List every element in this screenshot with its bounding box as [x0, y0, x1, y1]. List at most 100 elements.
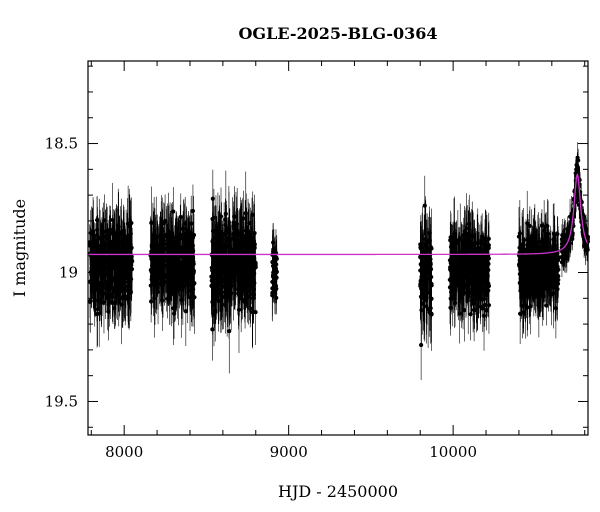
data-point [464, 226, 469, 231]
data-point [551, 291, 556, 296]
data-point [102, 251, 107, 256]
data-point [541, 265, 546, 271]
data-point [90, 267, 95, 272]
data-point [429, 312, 434, 317]
data-point [111, 256, 117, 261]
data-point [561, 249, 566, 254]
data-point [475, 259, 480, 264]
data-point [118, 239, 123, 245]
data-point [523, 303, 528, 308]
data-point [183, 309, 188, 314]
data-point [456, 275, 461, 280]
data-point [103, 291, 108, 296]
data-point [107, 271, 112, 276]
data-point [559, 241, 565, 247]
data-point [187, 268, 193, 273]
data-point [122, 262, 128, 267]
data-point [472, 307, 477, 313]
data-point [547, 275, 552, 281]
data-point [155, 250, 160, 255]
data-point [90, 229, 96, 234]
data-point [466, 254, 471, 259]
data-point [186, 261, 191, 267]
data-point [101, 300, 107, 305]
data-point [244, 228, 249, 233]
data-point [527, 241, 532, 246]
data-point [99, 261, 104, 266]
data-point [108, 227, 113, 232]
data-point [532, 277, 537, 282]
x-tick-label: 10000 [429, 443, 477, 461]
data-point [219, 291, 224, 297]
data-point [582, 244, 587, 249]
data-point [229, 270, 235, 275]
data-point [526, 266, 531, 272]
data-point [226, 261, 232, 267]
data-point [95, 307, 100, 312]
data-point [183, 238, 188, 244]
data-point [179, 297, 184, 303]
data-point [210, 327, 215, 332]
data-point [242, 254, 247, 260]
data-point [223, 211, 228, 216]
data-point [171, 259, 176, 264]
data-point [555, 251, 560, 256]
data-point [116, 246, 121, 251]
data-point [480, 234, 485, 239]
data-point [428, 306, 433, 311]
data-point [234, 221, 239, 227]
model-curve [88, 173, 589, 256]
data-point [108, 292, 113, 297]
data-point [448, 305, 453, 310]
data-point [428, 267, 433, 272]
data-point [467, 221, 472, 227]
data-point [534, 247, 539, 252]
data-point [469, 269, 474, 274]
data-point [553, 306, 559, 311]
data-point [251, 296, 256, 301]
data-point [210, 228, 216, 234]
data-point [270, 293, 275, 298]
data-point [483, 237, 488, 242]
data-point [156, 262, 162, 267]
data-point [463, 239, 469, 244]
data-point [181, 266, 187, 272]
data-point [521, 267, 527, 272]
plot-area [87, 142, 591, 380]
data-point [455, 261, 461, 266]
data-point [105, 259, 110, 265]
data-point [190, 276, 195, 281]
data-point [244, 274, 249, 279]
data-point [527, 223, 532, 229]
data-point [93, 268, 99, 273]
data-point [486, 243, 491, 248]
data-point [89, 273, 94, 278]
data-point [106, 264, 111, 269]
data-point [555, 275, 560, 280]
data-point [271, 240, 276, 245]
data-point [178, 215, 183, 220]
data-point [152, 275, 157, 281]
data-point [226, 236, 231, 241]
data-point [428, 260, 433, 266]
data-point [112, 233, 117, 239]
data-point [548, 283, 553, 288]
data-point [127, 274, 132, 279]
plot-frame [87, 60, 589, 436]
data-point [180, 232, 185, 238]
data-point [459, 265, 464, 270]
data-point [172, 265, 177, 270]
data-point [211, 286, 216, 291]
data-point [537, 262, 542, 268]
data-point [175, 245, 180, 250]
data-point [422, 203, 427, 208]
data-point [173, 274, 178, 279]
data-point [552, 258, 557, 264]
data-point [552, 268, 558, 273]
data-point [486, 255, 491, 260]
data-point [481, 278, 486, 283]
data-point [167, 275, 172, 280]
